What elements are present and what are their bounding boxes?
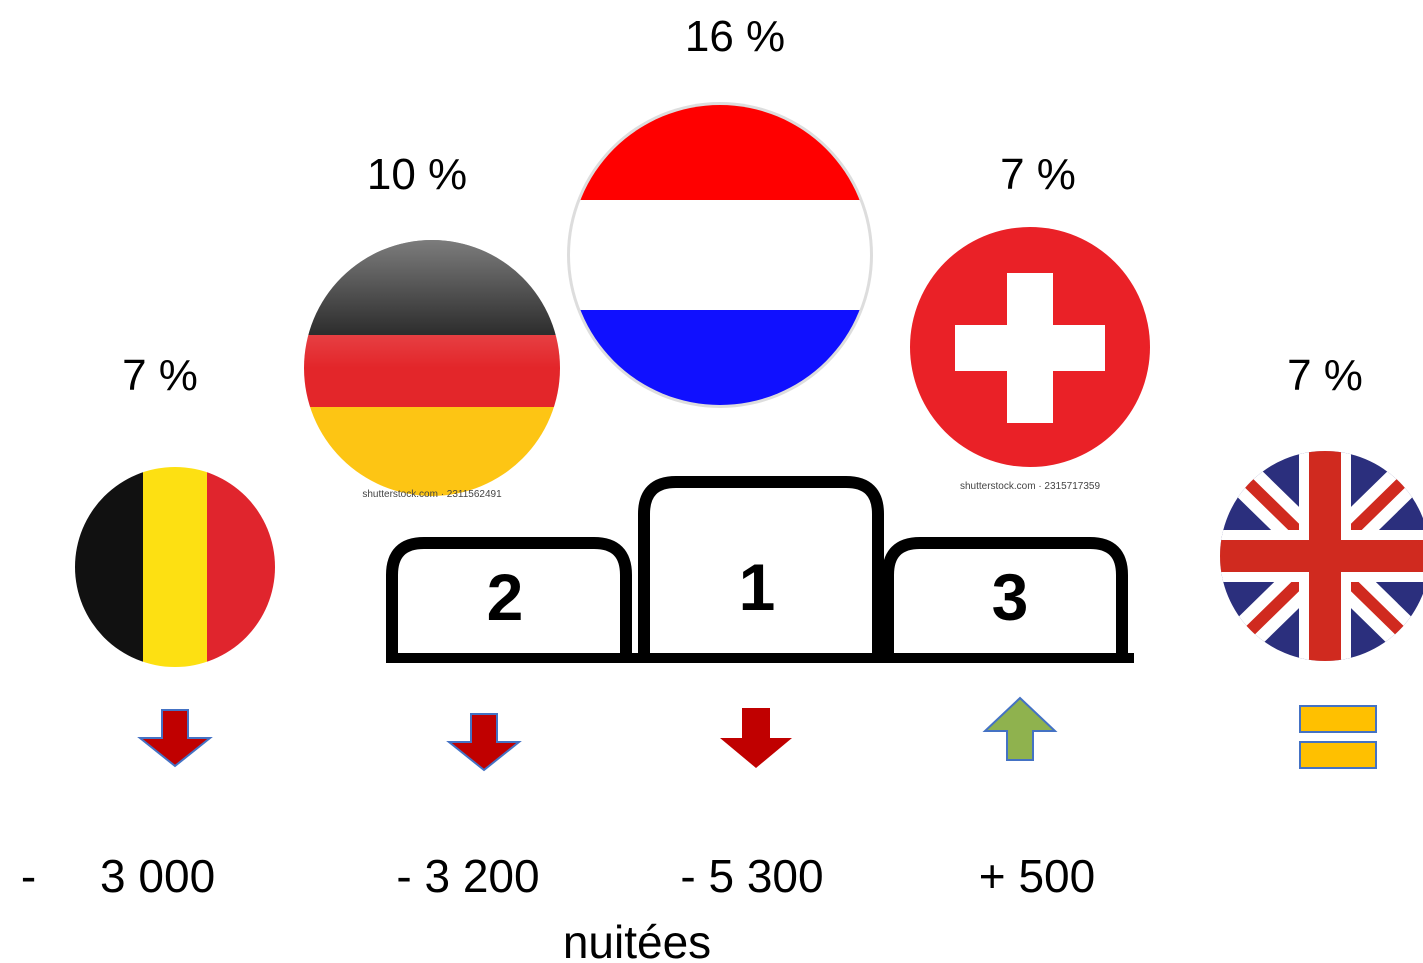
watermark: shutterstock.com · 2311562491 bbox=[362, 489, 502, 500]
shape bbox=[570, 105, 870, 200]
flag-belgium bbox=[75, 467, 275, 667]
change: + 500 bbox=[979, 850, 1095, 902]
shape bbox=[207, 467, 275, 667]
arrow-down bbox=[720, 708, 792, 768]
shape bbox=[570, 310, 870, 405]
watermark: shutterstock.com · 2315717359 bbox=[960, 481, 1101, 492]
share: 10 % bbox=[367, 150, 467, 199]
share: 7 % bbox=[1287, 351, 1363, 400]
change: - 3 200 bbox=[396, 850, 539, 902]
podium-number: 2 bbox=[487, 560, 524, 634]
equal-bar bbox=[1299, 741, 1377, 769]
shape bbox=[1220, 451, 1423, 661]
change: - 3 000 bbox=[21, 850, 215, 902]
flag-germany bbox=[304, 240, 560, 496]
podium-number: 3 bbox=[992, 560, 1029, 634]
shape bbox=[570, 200, 870, 310]
change: - 5 300 bbox=[680, 850, 823, 902]
share: 16 % bbox=[685, 12, 785, 61]
swiss-cross bbox=[955, 273, 1105, 423]
arrow-up bbox=[982, 696, 1058, 761]
podium-number: 1 bbox=[739, 550, 776, 624]
flag-uk bbox=[1220, 451, 1423, 661]
shape bbox=[143, 467, 207, 667]
shape bbox=[386, 537, 632, 660]
shape bbox=[638, 476, 884, 660]
share: 7 % bbox=[122, 351, 198, 400]
arrow-down bbox=[137, 709, 213, 768]
shape bbox=[882, 537, 1128, 660]
equal-bar bbox=[1299, 705, 1377, 733]
podium bbox=[386, 476, 1134, 663]
arrow-down bbox=[446, 713, 522, 772]
shape bbox=[304, 240, 560, 496]
shape bbox=[75, 467, 143, 667]
unit: nuitées bbox=[563, 916, 711, 963]
share: 7 % bbox=[1000, 150, 1076, 199]
